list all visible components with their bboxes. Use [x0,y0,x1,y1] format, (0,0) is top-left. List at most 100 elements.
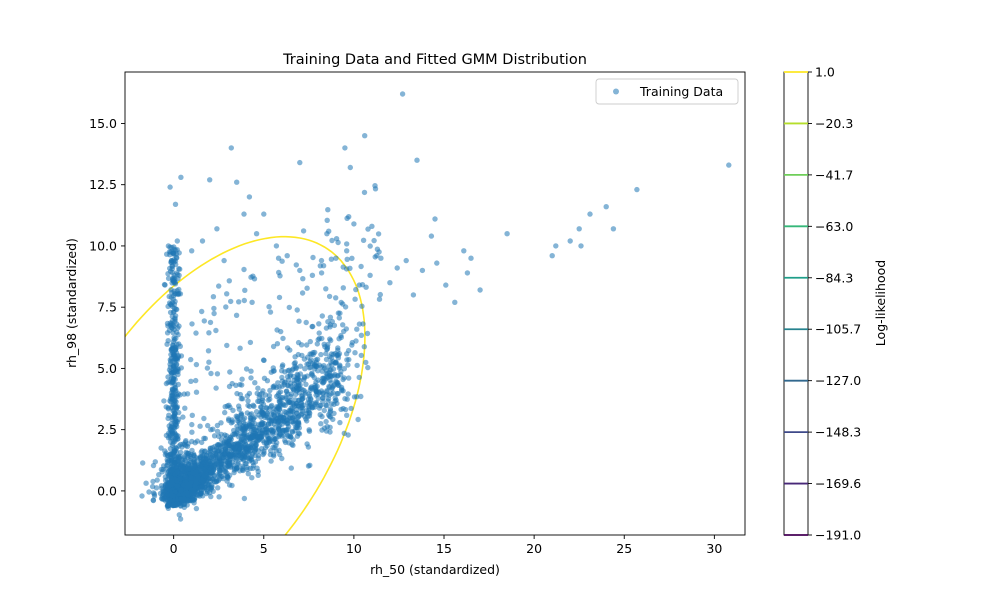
data-point [151,498,156,503]
data-point [234,180,239,185]
data-point [343,407,348,412]
data-point [249,300,254,305]
legend-label: Training Data [639,84,723,99]
data-point [247,194,252,199]
data-point [274,404,279,409]
colorbar-tick-label: −63.0 [815,219,853,234]
data-point [203,436,208,441]
data-point [285,391,290,396]
data-point [285,253,290,258]
data-point [306,444,311,449]
data-point [276,256,281,261]
data-point [358,264,363,269]
data-point [205,481,210,486]
data-point [189,439,194,444]
data-point [227,278,232,283]
colorbar-tick-label: −105.7 [815,322,861,337]
data-point [344,326,349,331]
data-point [362,344,367,349]
data-point [166,406,171,411]
data-point [231,470,236,475]
data-point [334,236,339,241]
data-point [267,418,272,423]
data-point [240,425,245,430]
data-point [189,321,194,326]
data-point [294,401,299,406]
data-point [362,190,367,195]
data-point [208,371,213,376]
data-point [170,350,175,355]
data-point [321,263,326,268]
colorbar-tick-label: −20.3 [815,116,853,131]
data-point [191,464,196,469]
data-point [202,318,207,323]
data-point [337,311,342,316]
data-point [269,403,274,408]
data-point [267,388,272,393]
data-point [377,297,382,302]
data-point [295,434,300,439]
data-point [166,338,171,343]
data-point [215,485,220,490]
data-point [293,360,298,365]
data-point [247,391,252,396]
data-point [177,476,182,481]
data-point [173,367,178,372]
data-point [167,184,172,189]
data-point [395,265,400,270]
data-point [189,448,194,453]
x-tick-label: 20 [526,541,542,556]
data-point [371,238,376,243]
data-point [264,405,269,410]
data-point [235,465,240,470]
data-point [230,381,235,386]
data-point [318,421,323,426]
data-point [344,248,349,253]
data-point [290,443,295,448]
data-point [611,226,616,231]
data-point [352,297,357,302]
x-axis-label: rh_50 (standardized) [370,562,500,577]
data-point [208,494,213,499]
data-point [248,275,253,280]
data-point [357,282,362,287]
data-point [336,352,341,357]
data-point [172,317,177,322]
data-point [172,385,177,390]
y-tick-label: 12.5 [89,177,117,192]
data-point [324,231,329,236]
data-point [276,427,281,432]
data-point [189,430,194,435]
data-point [420,268,425,273]
data-point [332,323,337,328]
data-point [335,391,340,396]
x-tick-label: 0 [170,541,178,556]
data-point [223,304,228,309]
data-point [251,403,256,408]
data-point [359,353,364,358]
data-point [167,328,172,333]
data-point [185,391,190,396]
data-point [254,428,259,433]
data-point [378,292,383,297]
y-tick-label: 5.0 [97,361,117,376]
data-point [434,260,439,265]
data-point [272,437,277,442]
data-point [175,238,180,243]
x-tick-label: 15 [436,541,452,556]
data-point [319,336,324,341]
data-point [553,243,558,248]
data-point [368,243,373,248]
data-point [333,295,338,300]
data-point [329,238,334,243]
data-point [175,469,180,474]
data-point [200,238,205,243]
data-point [288,384,293,389]
data-point [248,445,253,450]
data-point [171,393,176,398]
data-point [461,248,466,253]
